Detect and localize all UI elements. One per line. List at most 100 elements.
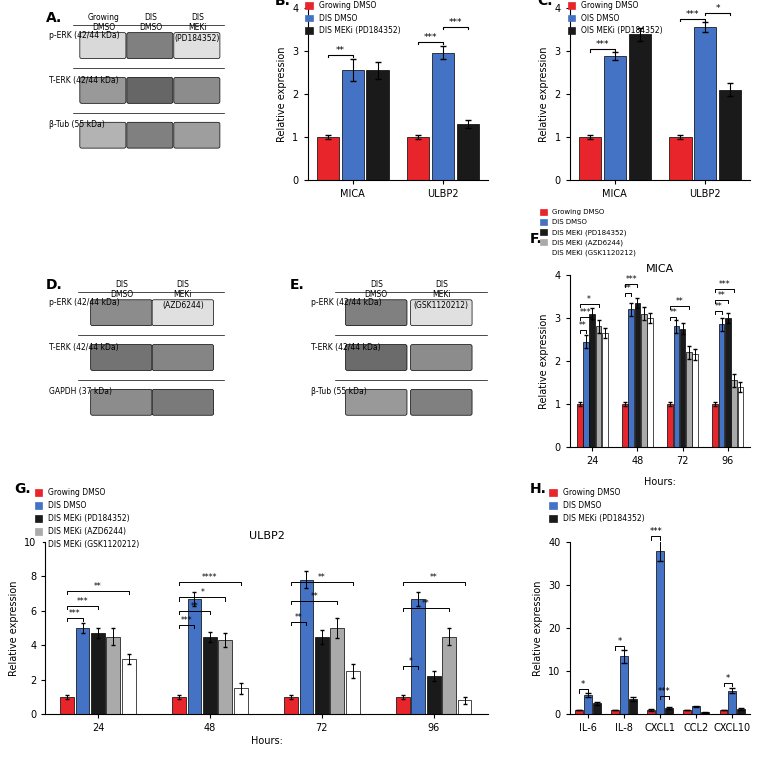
Text: **: ** [422, 599, 430, 607]
Text: ***: *** [625, 275, 637, 284]
FancyBboxPatch shape [80, 33, 126, 58]
Bar [738, 709, 745, 714]
Text: *: * [617, 637, 622, 646]
Bar [366, 70, 389, 180]
Bar [584, 695, 592, 714]
Bar [122, 659, 136, 714]
Text: ****: **** [202, 573, 218, 582]
Text: Hours:: Hours: [251, 736, 283, 746]
Bar [346, 671, 359, 714]
Bar [680, 329, 685, 447]
Text: **: ** [318, 573, 326, 582]
FancyBboxPatch shape [174, 33, 220, 58]
FancyBboxPatch shape [152, 300, 214, 326]
FancyBboxPatch shape [174, 122, 220, 148]
Bar [458, 700, 471, 714]
Text: GAPDH (37 kDa): GAPDH (37 kDa) [49, 388, 112, 396]
FancyBboxPatch shape [80, 78, 126, 104]
Text: *: * [716, 5, 720, 13]
Text: **: ** [430, 573, 437, 582]
Legend: Growing DMSO, DIS DMSO, DIS MEKi (PD184352), DIS MEKi (AZD6244), DIS MEKi (GSK11: Growing DMSO, DIS DMSO, DIS MEKi (PD1843… [537, 206, 639, 260]
Y-axis label: Relative expression: Relative expression [533, 581, 543, 676]
Text: β-Tub (55 kDa): β-Tub (55 kDa) [312, 388, 367, 396]
Bar [432, 53, 454, 180]
Text: *: * [726, 674, 730, 683]
Bar [602, 333, 608, 447]
Text: ***: *** [424, 33, 437, 42]
Title: ULBP2: ULBP2 [249, 531, 285, 541]
Bar [330, 628, 344, 714]
Bar [457, 124, 479, 180]
Bar [596, 326, 601, 447]
Text: F.: F. [530, 232, 543, 246]
Legend: Growing DMSO, DIS DMSO, DIS MEKi (PD184352), DIS MEKi (AZD6244), DIS MEKi (GSK11: Growing DMSO, DIS DMSO, DIS MEKi (PD1843… [32, 485, 143, 551]
Bar [579, 137, 601, 180]
Text: ***: *** [77, 597, 89, 606]
Bar [583, 342, 589, 447]
Text: B.: B. [275, 0, 291, 8]
Bar [407, 137, 430, 180]
Bar [620, 656, 628, 714]
Text: A.: A. [45, 11, 61, 25]
Bar [641, 313, 647, 447]
Text: p-ERK (42/44 kDa): p-ERK (42/44 kDa) [49, 298, 120, 307]
Text: ***: *** [181, 616, 193, 625]
Bar [593, 703, 600, 714]
FancyBboxPatch shape [346, 300, 407, 326]
FancyBboxPatch shape [152, 389, 214, 415]
FancyBboxPatch shape [152, 345, 214, 370]
FancyBboxPatch shape [411, 389, 472, 415]
Text: *: * [200, 588, 204, 598]
FancyBboxPatch shape [411, 300, 472, 326]
Bar [412, 599, 425, 714]
Bar [172, 697, 186, 714]
Bar [719, 324, 725, 447]
Y-axis label: Relative expression: Relative expression [539, 46, 549, 141]
Bar [656, 551, 664, 714]
Text: **: ** [624, 284, 632, 293]
Text: *: * [581, 680, 585, 689]
FancyBboxPatch shape [127, 122, 173, 148]
Text: **: ** [718, 291, 725, 300]
Text: H.: H. [530, 482, 547, 495]
Text: ***: *** [658, 687, 671, 696]
Text: **: ** [715, 302, 722, 310]
Text: Hours:: Hours: [644, 477, 676, 487]
Bar [396, 697, 410, 714]
Text: DIS
DMSO: DIS DMSO [139, 13, 162, 32]
Bar [317, 137, 339, 180]
Legend: Growing DMSO, DIS DMSO, DIS MEKi (PD184352): Growing DMSO, DIS DMSO, DIS MEKi (PD1843… [302, 0, 404, 38]
Bar [203, 637, 217, 714]
FancyBboxPatch shape [91, 389, 152, 415]
Text: G.: G. [14, 482, 31, 495]
Text: **: ** [94, 581, 102, 591]
Bar [628, 310, 634, 447]
Bar [590, 313, 595, 447]
FancyBboxPatch shape [91, 345, 152, 370]
Text: **: ** [669, 308, 677, 317]
Bar [713, 404, 718, 447]
Bar [665, 708, 673, 714]
Bar [218, 641, 232, 714]
Text: DIS
MEKi
(AZD6244): DIS MEKi (AZD6244) [162, 280, 204, 310]
FancyBboxPatch shape [346, 389, 407, 415]
Bar [91, 634, 105, 714]
FancyBboxPatch shape [80, 122, 126, 148]
Bar [738, 387, 743, 447]
Text: T-ERK (42/44 kDa): T-ERK (42/44 kDa) [312, 343, 381, 352]
Bar [692, 355, 698, 447]
Text: DIS
MEKi
(GSK1120212): DIS MEKi (GSK1120212) [414, 280, 469, 310]
Bar [667, 404, 673, 447]
Bar [634, 303, 641, 447]
Bar [674, 326, 679, 447]
FancyBboxPatch shape [91, 300, 152, 326]
Text: Growing
DMSO: Growing DMSO [87, 13, 119, 32]
Y-axis label: Relative expression: Relative expression [277, 46, 287, 141]
Bar [647, 710, 655, 714]
Text: DIS
DMSO: DIS DMSO [110, 280, 133, 300]
Bar [284, 697, 298, 714]
Text: ***: *** [686, 10, 700, 19]
Text: **: ** [675, 297, 684, 306]
Bar [692, 707, 700, 714]
Text: ***: *** [650, 528, 662, 536]
